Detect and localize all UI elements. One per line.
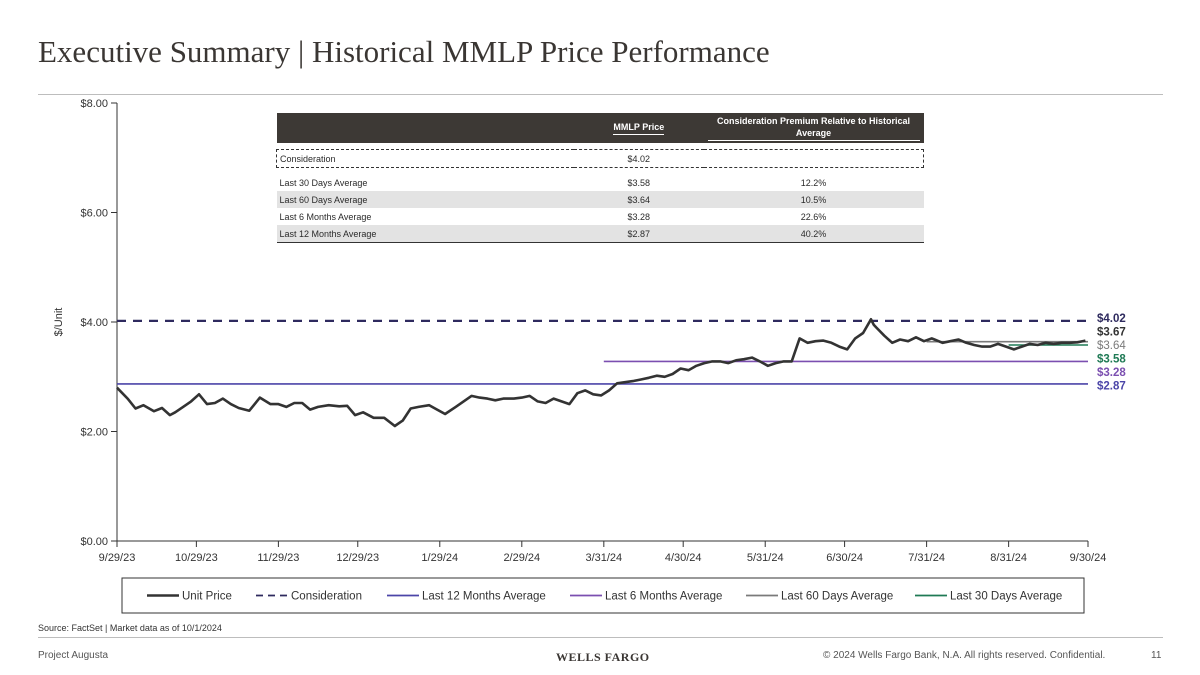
x-tick-label: 2/29/24 [503,552,540,564]
x-tick-label: 10/29/23 [175,552,218,564]
title-divider [38,94,1163,95]
table-header-price: MMLP Price [574,113,704,143]
table-header-row: MMLP Price Consideration Premium Relativ… [276,113,924,143]
y-tick-label: $4.00 [80,317,108,329]
project-name: Project Augusta [38,650,109,661]
table-cell-label: Consideration [276,149,575,168]
table-cell-price: $3.58 [627,177,651,188]
table-header-premium: Consideration Premium Relative to Histor… [703,113,924,143]
y-tick-label: $8.00 [80,98,108,110]
copyright-notice: © 2024 Wells Fargo Bank, N.A. All rights… [823,650,1106,661]
x-tick-label: 4/30/24 [665,552,702,564]
table-cell-premium: 22.6% [800,211,827,222]
table-cell-price: $3.64 [574,191,704,208]
legend-label-last-30-days: Last 30 Days Average [950,591,1062,603]
price-summary-table: MMLP Price Consideration Premium Relativ… [276,113,924,243]
end-label-last-12-months: $2.87 [1097,381,1126,393]
legend-label-consideration: Consideration [291,591,362,603]
table-cell-price: $4.02 [574,149,704,168]
table-cell-premium [703,149,924,168]
y-tick-label: $0.00 [80,536,108,548]
table-cell-label: Last 6 Months Average [279,211,372,222]
y-tick-label: $6.00 [80,208,108,220]
end-label-last-6-months: $3.28 [1097,367,1126,379]
table-cell-price: $3.28 [627,211,651,222]
legend-label-last-60-days: Last 60 Days Average [781,591,893,603]
x-tick-label: 1/29/24 [421,552,458,564]
price-chart: $0.00 $2.00 $4.00 $6.00 $8.00 9/29/23 10/29/23… [53,98,1126,614]
table-cell-price: $2.87 [574,225,704,243]
source-note: Source: FactSet | Market data as of 10/1… [38,623,222,633]
x-tick-label: 8/31/24 [990,552,1027,564]
page-title: Executive Summary | Historical MMLP Pric… [38,34,770,69]
table-cell-label: Last 60 Days Average [276,191,575,208]
x-tick-label: 9/29/23 [99,552,136,564]
x-tick-label: 7/31/24 [908,552,945,564]
table-row: Last 12 Months Average $2.87 40.2% [276,225,924,243]
table-cell-premium: 40.2% [703,225,924,243]
x-tick-label: 5/31/24 [747,552,784,564]
wells-fargo-logo: WELLS FARGO [556,650,650,664]
legend-label-last-6-months: Last 6 Months Average [605,591,722,603]
table-header-label [276,113,575,143]
x-tick-label: 12/29/23 [336,552,379,564]
x-tick-label: 11/29/23 [257,552,299,564]
legend-label-unit-price: Unit Price [182,591,232,603]
end-label-last-30-days: $3.58 [1097,354,1126,366]
end-label-last-60-days: $3.64 [1097,340,1126,352]
y-axis-label: $/Unit [53,308,65,337]
footer-divider [38,637,1163,638]
x-tick-label: 6/30/24 [826,552,863,564]
y-tick-label: $2.00 [80,427,108,439]
legend-label-last-12-months: Last 12 Months Average [422,591,546,603]
table-header-premium-text: Consideration Premium Relative to Histor… [707,115,920,141]
table-header-price-text: MMLP Price [613,121,665,135]
table-cell-premium: 12.2% [800,177,827,188]
table-cell-label: Last 30 Days Average [279,177,368,188]
series-line-unit-price [116,318,1086,428]
table-row: Last 6 Months Average $3.28 22.6% [277,208,924,225]
page-number: 11 [1151,650,1162,661]
x-tick-label: 3/31/24 [585,552,622,564]
table-cell-premium: 10.5% [703,191,924,208]
end-label-unit-price: $3.67 [1097,327,1126,339]
table-row: Last 60 Days Average $3.64 10.5% [276,191,924,208]
table-row-consideration: Consideration $4.02 [276,149,924,168]
end-label-consideration: $4.02 [1097,313,1126,325]
x-tick-label: 9/30/24 [1070,552,1107,564]
table-cell-label: Last 12 Months Average [276,225,575,243]
table-row: Last 30 Days Average $3.58 12.2% [277,174,924,191]
